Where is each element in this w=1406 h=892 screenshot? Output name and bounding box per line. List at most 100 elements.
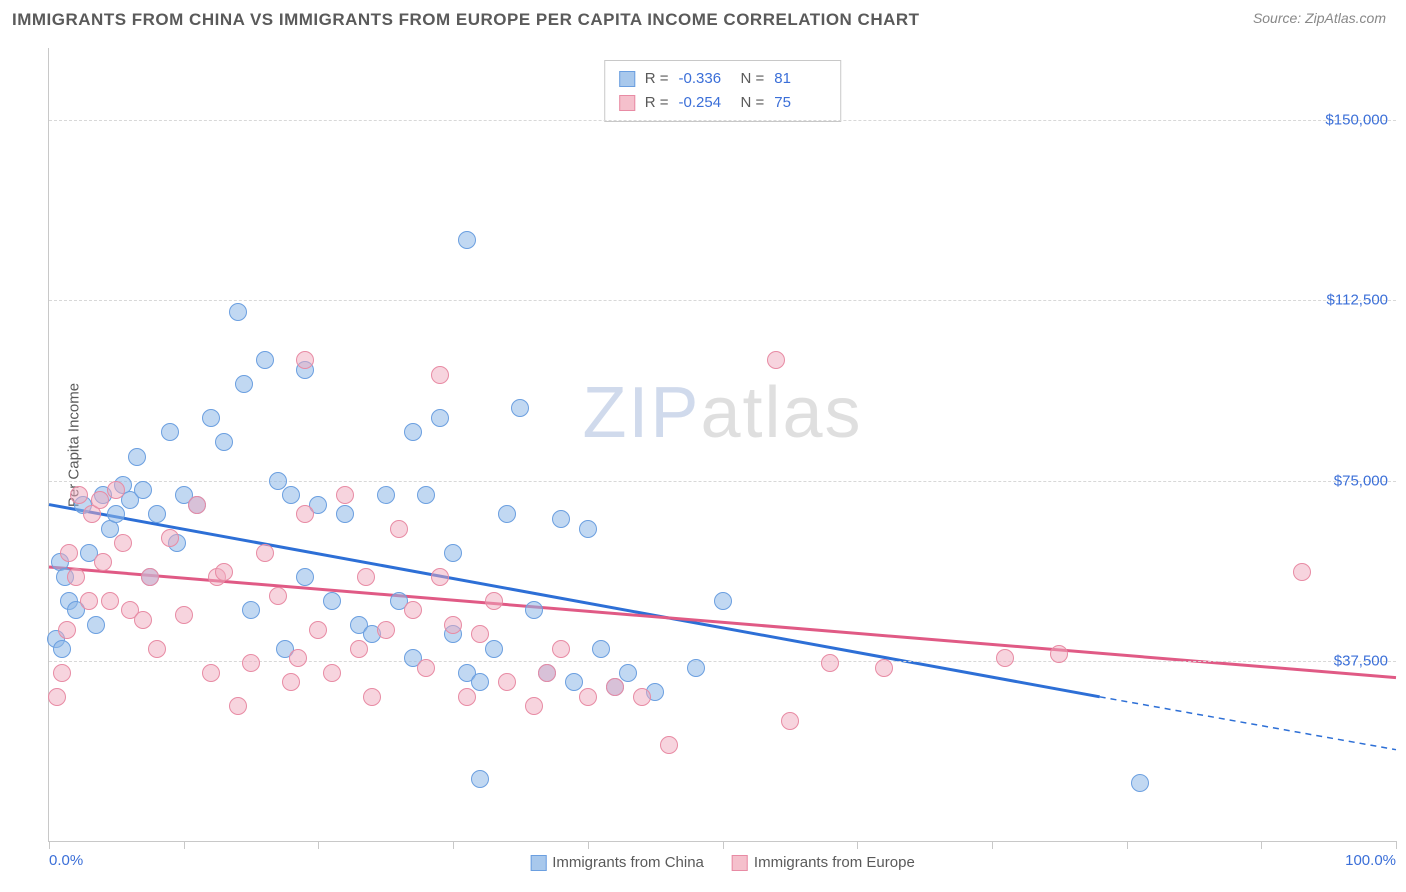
y-tick-label: $150,000 [1325,112,1388,129]
scatter-point-china [525,601,543,619]
scatter-point-europe [458,688,476,706]
scatter-point-china [242,601,260,619]
scatter-point-china [714,592,732,610]
scatter-point-europe [633,688,651,706]
x-tick [453,841,454,849]
scatter-point-china [336,505,354,523]
scatter-point-china [511,399,529,417]
swatch-europe [619,95,635,111]
scatter-point-europe [485,592,503,610]
scatter-point-europe [60,544,78,562]
scatter-point-europe [58,621,76,639]
scatter-point-china [471,770,489,788]
legend-label: Immigrants from China [552,854,704,871]
n-value: 75 [774,91,826,115]
scatter-point-europe [431,366,449,384]
scatter-point-europe [229,697,247,715]
scatter-point-europe [404,601,422,619]
scatter-point-china [592,640,610,658]
r-label: R = [645,67,669,91]
legend-row-china: R = -0.336 N = 81 [619,67,827,91]
scatter-point-europe [256,544,274,562]
scatter-point-europe [821,654,839,672]
scatter-point-china [471,673,489,691]
scatter-point-europe [363,688,381,706]
scatter-point-china [377,486,395,504]
scatter-point-europe [1050,645,1068,663]
scatter-point-europe [242,654,260,672]
plot-area: ZIPatlas R = -0.336 N = 81 R = -0.254 N … [48,48,1396,842]
scatter-point-china [323,592,341,610]
scatter-point-europe [202,664,220,682]
scatter-point-china [458,231,476,249]
x-tick [1261,841,1262,849]
legend-item-china: Immigrants from China [530,854,704,871]
swatch-europe [732,855,748,871]
scatter-point-europe [390,520,408,538]
scatter-point-europe [444,616,462,634]
scatter-point-europe [525,697,543,715]
r-value: -0.336 [679,67,731,91]
chart-area: Per Capita Income ZIPatlas R = -0.336 N … [48,48,1396,842]
series-legend: Immigrants from China Immigrants from Eu… [530,854,915,871]
scatter-point-europe [323,664,341,682]
x-axis-max-label: 100.0% [1345,852,1396,869]
scatter-point-china [256,351,274,369]
scatter-point-europe [579,688,597,706]
scatter-point-europe [296,505,314,523]
scatter-point-europe [94,553,112,571]
scatter-point-china [579,520,597,538]
n-value: 81 [774,67,826,91]
scatter-point-china [498,505,516,523]
scatter-point-europe [377,621,395,639]
scatter-point-europe [141,568,159,586]
n-label: N = [741,67,765,91]
scatter-point-china [1131,774,1149,792]
scatter-point-china [296,568,314,586]
swatch-china [530,855,546,871]
scatter-point-china [148,505,166,523]
scatter-point-china [202,409,220,427]
scatter-point-china [444,544,462,562]
y-tick-label: $37,500 [1334,652,1388,669]
scatter-point-china [235,375,253,393]
scatter-point-china [53,640,71,658]
scatter-point-europe [417,659,435,677]
scatter-point-europe [606,678,624,696]
scatter-point-china [269,472,287,490]
scatter-point-europe [996,649,1014,667]
scatter-point-europe [471,625,489,643]
r-label: R = [645,91,669,115]
x-tick [318,841,319,849]
scatter-point-china [134,481,152,499]
y-tick-label: $75,000 [1334,472,1388,489]
x-tick [857,841,858,849]
gridline [49,120,1396,121]
scatter-point-europe [1293,563,1311,581]
watermark: ZIPatlas [582,372,862,454]
scatter-point-europe [53,664,71,682]
scatter-point-europe [67,568,85,586]
scatter-point-europe [309,621,327,639]
scatter-point-china [485,640,503,658]
scatter-point-europe [336,486,354,504]
x-tick [1127,841,1128,849]
chart-source: Source: ZipAtlas.com [1253,10,1386,26]
scatter-point-europe [767,351,785,369]
scatter-point-europe [269,587,287,605]
scatter-point-china [229,303,247,321]
scatter-point-china [87,616,105,634]
scatter-point-china [161,423,179,441]
scatter-point-europe [134,611,152,629]
scatter-point-europe [48,688,66,706]
scatter-point-europe [296,351,314,369]
x-tick [723,841,724,849]
scatter-point-china [107,505,125,523]
scatter-point-europe [552,640,570,658]
scatter-point-europe [357,568,375,586]
y-tick-label: $112,500 [1327,292,1388,309]
scatter-point-china [552,510,570,528]
scatter-point-china [128,448,146,466]
trendline-china-extrapolated [1100,697,1396,750]
scatter-point-china [431,409,449,427]
